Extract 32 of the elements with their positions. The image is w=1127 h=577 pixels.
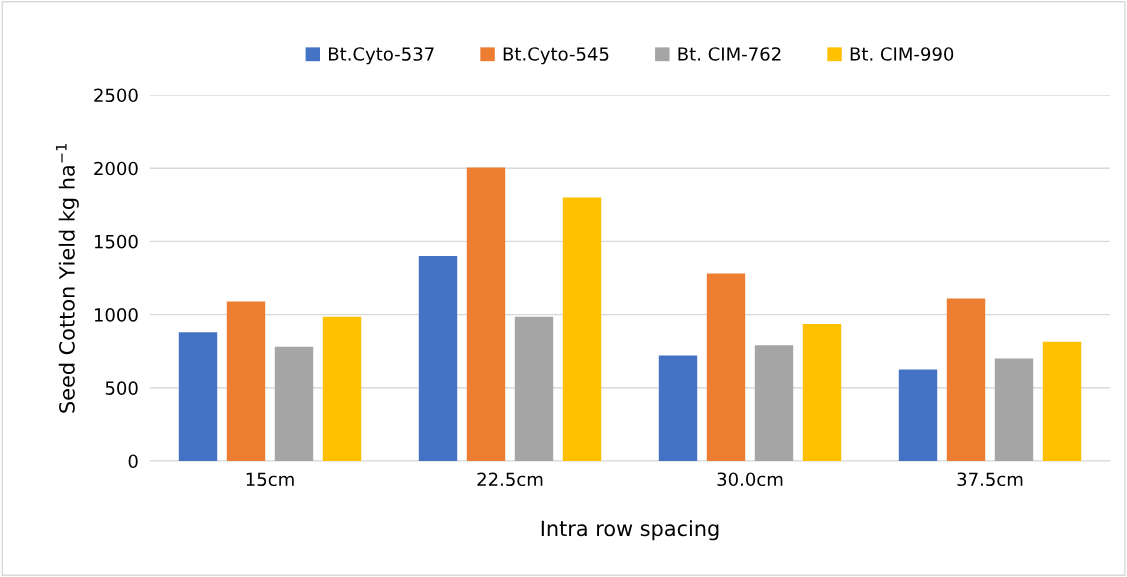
bar: [562, 197, 602, 461]
y-tick-label: 500: [105, 381, 138, 395]
bar: [994, 358, 1034, 461]
bar: [802, 324, 842, 461]
y-tick-label: 2000: [94, 161, 138, 176]
x-tick-label: 22.5cm: [477, 472, 543, 487]
y-tick-label: 0: [128, 454, 138, 469]
x-tick-label: 37.5cm: [957, 472, 1023, 487]
legend-label: Bt.Cyto-545: [503, 47, 609, 65]
bar: [418, 256, 458, 461]
bar: [1042, 341, 1082, 461]
bar: [754, 345, 794, 461]
bar: [706, 273, 746, 461]
bar: [274, 346, 314, 461]
x-tick-label: 30.0cm: [717, 472, 783, 487]
bar: [466, 167, 506, 461]
bar: [178, 332, 218, 461]
bar: [658, 355, 698, 461]
y-tick-label: 1500: [94, 234, 138, 249]
y-tick-label: 2500: [94, 88, 138, 103]
legend-label: Bt. CIM-990: [850, 47, 954, 61]
bar: [514, 316, 554, 461]
x-tick-label: 15cm: [246, 472, 294, 487]
legend-label: Bt. CIM-762: [678, 47, 781, 61]
bar: [946, 298, 986, 461]
bar: [226, 301, 266, 461]
bar: [898, 369, 938, 461]
y-axis-title: Seed Cotton Yield kg ha$^{−1}$: [55, 143, 79, 413]
x-axis-title: Intra row spacing: [541, 520, 719, 541]
bar: [322, 316, 362, 461]
legend-label: Bt.Cyto-537: [329, 47, 434, 65]
y-tick-label: 1000: [94, 308, 138, 322]
